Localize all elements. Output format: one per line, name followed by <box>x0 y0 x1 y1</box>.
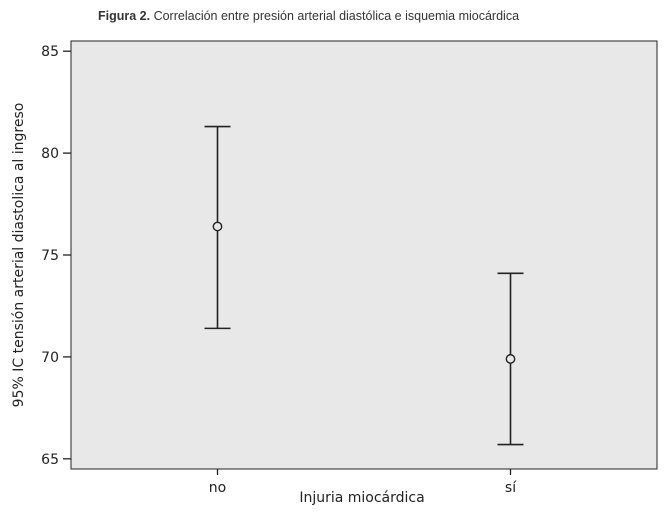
y-tick-label-85: 85 <box>41 44 59 60</box>
figure-caption-text: Correlación entre presión arterial diast… <box>153 9 520 23</box>
y-tick-label-65: 65 <box>41 452 59 468</box>
plot-area <box>70 40 658 470</box>
x-axis-title: Injuria miocárdica <box>299 490 424 506</box>
x-axis: no sí <box>209 469 517 496</box>
y-axis: 65 70 75 80 85 <box>41 44 71 468</box>
y-tick-label-70: 70 <box>41 350 59 366</box>
y-axis-title: 95% IC tensión arterial diastolica al in… <box>11 103 27 408</box>
figure-caption: Figura 2. Correlación entre presión arte… <box>98 9 519 23</box>
error-bars <box>204 125 524 446</box>
figure-label: Figura 2. <box>98 9 151 23</box>
y-tick-label-80: 80 <box>41 146 59 162</box>
x-tick-label-0: no <box>209 480 226 496</box>
x-tick-label-1: sí <box>505 480 517 496</box>
y-tick-label-75: 75 <box>41 248 59 264</box>
mean-marker-1 <box>505 354 516 364</box>
mean-marker-0 <box>212 221 223 232</box>
